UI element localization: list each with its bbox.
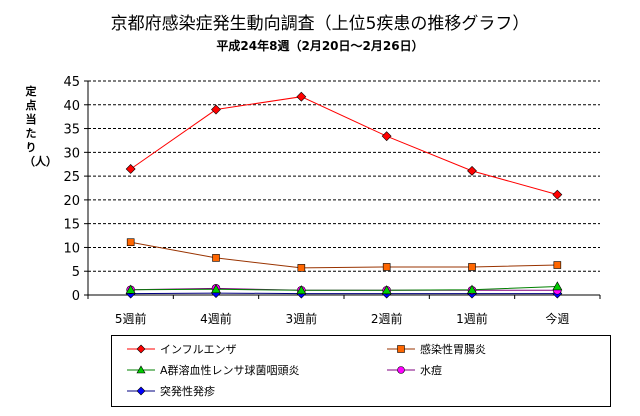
data-point <box>296 285 307 295</box>
legend-item: 突発性発疹 <box>126 383 215 399</box>
chart-title: 京都府感染症発生動向調査（上位5疾患の推移グラフ） <box>110 14 530 34</box>
x-tick-label: 1週前 <box>456 311 488 326</box>
legend-label: 突発性発疹 <box>160 385 215 398</box>
y-tick-label: 30 <box>63 146 80 161</box>
x-tick-label: 3週前 <box>286 311 318 326</box>
legend-swatch <box>387 366 415 374</box>
data-point <box>466 284 478 294</box>
legend-swatch <box>127 386 155 396</box>
data-point <box>382 263 391 271</box>
line-chart: 0 5 10 15 20 25 30 35 40 45 5週前 4週前 3週前 2週前 1週前 今週 <box>63 75 601 326</box>
legend-item: 水痘 <box>386 362 442 378</box>
x-tick-label: 今週 <box>545 311 569 326</box>
x-tick-label: 4週前 <box>200 311 232 326</box>
legend-swatch <box>127 365 155 374</box>
x-tick-label: 5週前 <box>115 311 147 326</box>
legend-swatch <box>127 344 155 354</box>
series-line <box>130 96 558 196</box>
y-tick-label: 10 <box>63 241 80 256</box>
data-point <box>552 189 563 200</box>
data-point <box>468 263 476 271</box>
legend-label: 感染性胃腸炎 <box>420 343 486 356</box>
data-point <box>296 91 307 102</box>
y-tick-label: 25 <box>63 170 80 185</box>
data-point <box>125 284 136 294</box>
data-point <box>297 264 306 272</box>
legend-swatch <box>387 345 415 353</box>
data-point <box>125 164 136 174</box>
data-point <box>211 104 221 115</box>
y-tick-label: 15 <box>63 218 80 233</box>
y-tick-label: 35 <box>63 123 80 138</box>
data-point <box>381 285 392 295</box>
legend-label: インフルエンザ <box>160 343 237 356</box>
data-point <box>381 131 392 142</box>
y-tick-label: 20 <box>63 194 80 209</box>
data-point <box>552 281 563 291</box>
data-point <box>467 165 477 176</box>
chart-subtitle: 平成24年8週（2月20日～2月26日） <box>216 39 424 53</box>
y-tick-label: 40 <box>63 99 80 114</box>
y-tick-label: 0 <box>72 289 80 304</box>
legend-item: 感染性胃腸炎 <box>386 341 486 357</box>
legend-label: A群溶血性レンサ球菌咽頭炎 <box>160 364 300 377</box>
y-tick-label: 5 <box>72 265 80 280</box>
legend-item: A群溶血性レンサ球菌咽頭炎 <box>126 362 300 378</box>
data-point <box>212 254 220 262</box>
legend-label: 水痘 <box>420 364 442 377</box>
data-point <box>210 284 222 294</box>
chart-legend: インフルエンザ 感染性胃腸炎 A群溶血性レンサ球菌咽頭炎 水痘突発性発疹 <box>111 335 611 407</box>
y-tick-label: 45 <box>63 75 80 90</box>
data-point <box>126 238 135 247</box>
legend-item: インフルエンザ <box>126 341 237 357</box>
series-line <box>130 241 558 269</box>
x-tick-label: 2週前 <box>371 311 403 326</box>
data-point <box>553 261 562 269</box>
series-line <box>130 285 558 291</box>
